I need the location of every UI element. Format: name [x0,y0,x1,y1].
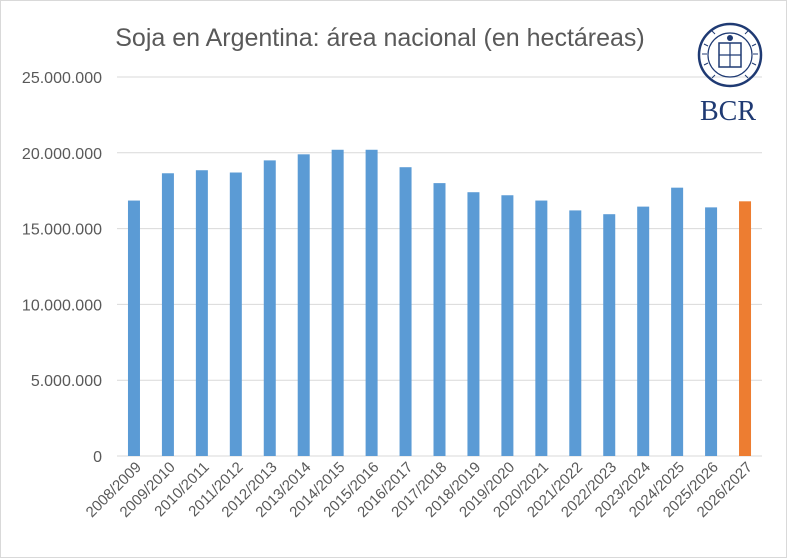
bar-2020-2021 [535,200,548,456]
x-axis-ticks: 2008/20092009/20102010/20112011/20122012… [83,459,756,521]
bar-2008-2009 [127,200,140,456]
bar-2023-2024 [637,206,650,456]
bar-2021-2022 [569,210,582,456]
bar-2024-2025 [671,187,684,456]
bar-2017-2018 [433,183,446,456]
y-tick-label: 10.000.000 [22,297,102,314]
y-tick-label: 0 [93,449,102,466]
bar-2014-2015 [331,149,344,456]
bar-2026-2027 [739,201,752,456]
bar-2011-2012 [229,172,242,456]
bar-2009-2010 [161,173,174,457]
bar-2025-2026 [705,207,718,456]
bar-2012-2013 [263,160,276,456]
bar-2013-2014 [297,154,310,457]
y-axis-ticks: 0 5.000.000 10.000.000 15.000.000 20.000.000… [22,70,102,466]
bars [127,149,752,457]
bar-2016-2017 [399,167,412,456]
bar-2018-2019 [467,192,480,456]
bar-2022-2023 [603,214,616,456]
bar-2010-2011 [195,170,208,456]
bcr-logo-text: BCR [700,96,756,126]
bcr-logo: BCR [690,14,770,127]
bcr-seal-icon: BCR [697,22,763,127]
y-tick-label: 15.000.000 [22,222,102,239]
y-tick-label: 20.000.000 [22,146,102,163]
bar-2015-2016 [365,149,378,456]
y-tick-label: 5.000.000 [31,373,102,390]
y-tick-label: 25.000.000 [22,70,102,87]
bar-2019-2020 [501,195,514,457]
chart-title: Soja en Argentina: área nacional (en hec… [115,24,645,52]
